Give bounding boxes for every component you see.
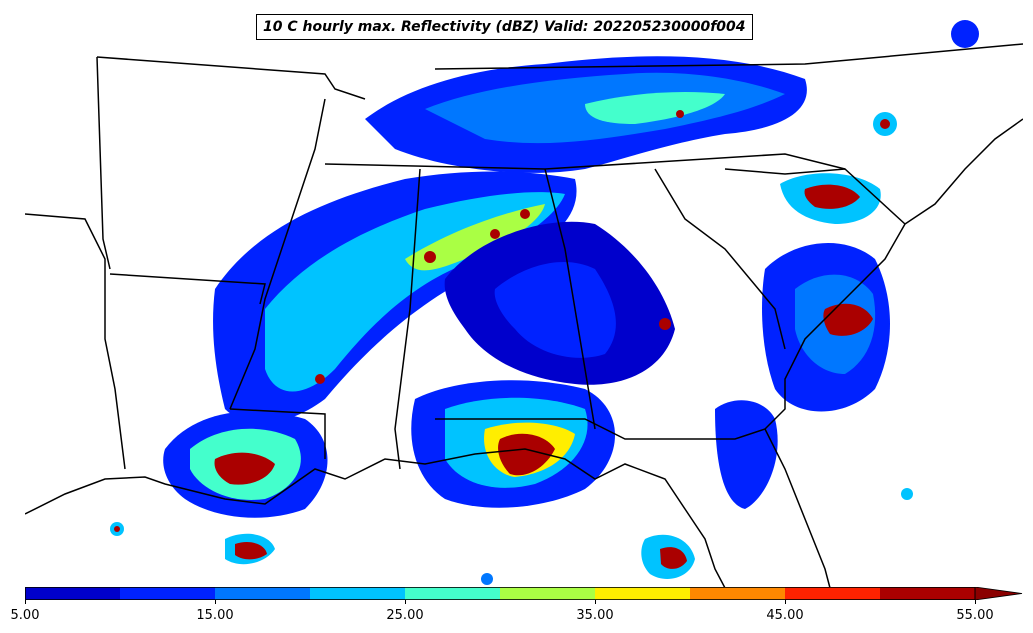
- coastline-gulf: [25, 448, 726, 588]
- coastline-florida-east: [764, 428, 831, 588]
- colorbar-bin: [785, 587, 880, 600]
- colorbar-bin: [595, 587, 690, 600]
- refl-blob-fl-south-core: [660, 547, 687, 569]
- colorbar-tick-label: 5.00: [10, 608, 40, 623]
- colorbar: [25, 587, 1023, 600]
- colorbar-bin: [215, 587, 310, 600]
- refl-blob-ne-band-core: [585, 92, 725, 124]
- state-borders: [25, 43, 1023, 588]
- refl-blob-nc-core: [804, 184, 860, 209]
- border-va-nc: [434, 43, 1023, 70]
- colorbar-extend-arrow: [974, 587, 1023, 600]
- refl-cell: [520, 209, 530, 219]
- colorbar-tick-label: 55.00: [956, 608, 994, 623]
- colorbar-bin: [25, 587, 120, 600]
- refl-blob-fl: [715, 400, 778, 509]
- refl-blob-gulf-south-core: [235, 542, 267, 560]
- colorbar-tick-mark: [785, 600, 786, 604]
- refl-cell: [880, 119, 890, 129]
- colorbar-tick-mark: [215, 600, 216, 604]
- border-fl-al: [435, 418, 766, 440]
- refl-cell: [901, 488, 913, 500]
- colorbar-bin: [405, 587, 500, 600]
- refl-cell: [490, 229, 500, 239]
- colorbar-tick-label: 45.00: [766, 608, 804, 623]
- refl-blob-tn-core: [405, 204, 545, 271]
- colorbar-bin: [120, 587, 215, 600]
- border-ia-mo: [96, 56, 366, 100]
- border-ga-sc: [654, 168, 786, 350]
- colorbar-tick-mark: [975, 600, 976, 604]
- border-mo-ar: [109, 273, 266, 305]
- refl-cell: [659, 318, 671, 330]
- colorbar-tick-label: 15.00: [196, 608, 234, 623]
- colorbar-tick-mark: [25, 600, 26, 604]
- reflectivity-map: [25, 9, 1023, 588]
- colorbar-tick-mark: [405, 600, 406, 604]
- refl-blob-la-core: [214, 452, 275, 485]
- colorbar-bin: [310, 587, 405, 600]
- colorbar-tick-label: 25.00: [386, 608, 424, 623]
- refl-cell: [481, 573, 493, 585]
- colorbar-tick-mark: [595, 600, 596, 604]
- border-ms-al: [394, 168, 421, 470]
- border-ky-tn: [324, 153, 846, 170]
- border-al-ga: [544, 168, 596, 430]
- border-nc-sc: [724, 168, 906, 225]
- refl-blob-al-ga-inner: [494, 261, 616, 358]
- border-ms-river: [229, 98, 326, 410]
- refl-blob-ec-core: [823, 303, 873, 336]
- refl-cell: [676, 110, 684, 118]
- refl-blob-gulf-hot: [498, 433, 555, 476]
- colorbar-outline: [25, 587, 976, 600]
- refl-cell: [951, 20, 979, 48]
- refl-cell: [315, 374, 325, 384]
- border-west: [25, 213, 126, 470]
- border-la-ms: [229, 408, 326, 459]
- refl-cell: [114, 526, 120, 532]
- colorbar-bin: [500, 587, 595, 600]
- colorbar-bin: [880, 587, 975, 600]
- colorbar-bin: [690, 587, 785, 600]
- map-svg: [25, 20, 1023, 588]
- colorbar-tick-label: 35.00: [576, 608, 614, 623]
- refl-cell: [424, 251, 436, 263]
- border-mo-west: [96, 56, 111, 270]
- coastline-atlantic: [764, 118, 1023, 430]
- map-title: 10 C hourly max. Reflectivity (dBZ) Vali…: [256, 14, 753, 40]
